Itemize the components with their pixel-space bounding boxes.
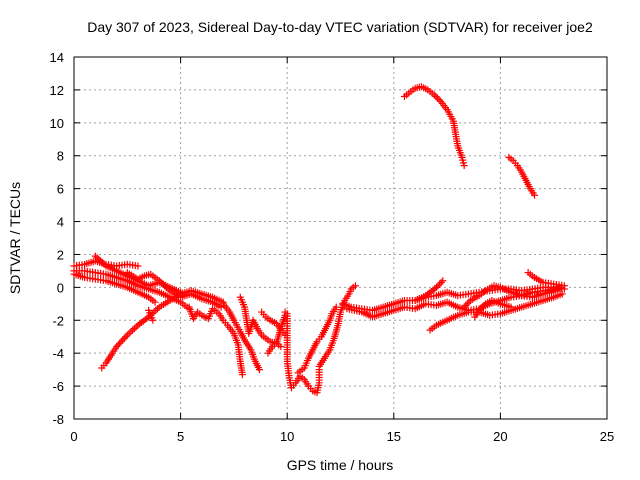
data-point bbox=[127, 328, 134, 335]
data-point bbox=[129, 327, 136, 334]
y-tick-label: -4 bbox=[52, 346, 64, 361]
y-tick-label: 12 bbox=[50, 83, 64, 98]
x-tick-label: 20 bbox=[493, 429, 507, 444]
y-axis-label: SDTVAR / TECUs bbox=[7, 182, 23, 294]
data-point bbox=[432, 93, 439, 100]
series-track-9 bbox=[220, 300, 263, 373]
data-point bbox=[436, 281, 443, 288]
sdtvar-chart: 0 5 10 15 20 25 -8 -6 -4 -2 0 2 4 6 8 10 12 14 Day 307 of… bbox=[0, 0, 640, 480]
tick-labels: 0 5 10 15 20 25 -8 -6 -4 -2 0 2 4 6 8 10 12 14 bbox=[50, 50, 615, 444]
series-track-24 bbox=[505, 154, 538, 199]
data-point bbox=[439, 277, 446, 284]
data-point bbox=[438, 279, 445, 286]
series-track-5 bbox=[124, 269, 225, 311]
y-tick-label: 14 bbox=[50, 50, 64, 65]
series-track-22 bbox=[525, 269, 568, 289]
y-tick-label: 8 bbox=[57, 149, 64, 164]
y-tick-label: -6 bbox=[52, 379, 64, 394]
x-tick-label: 5 bbox=[177, 429, 184, 444]
plot-frame bbox=[74, 57, 607, 419]
y-tick-label: -2 bbox=[52, 313, 64, 328]
x-tick-label: 10 bbox=[280, 429, 294, 444]
series-track-8 bbox=[186, 304, 246, 378]
series-track-16 bbox=[339, 284, 568, 314]
x-tick-label: 15 bbox=[387, 429, 401, 444]
x-tick-label: 25 bbox=[600, 429, 614, 444]
series-track-15 bbox=[316, 282, 359, 370]
x-tick-label: 0 bbox=[70, 429, 77, 444]
y-tick-label: 0 bbox=[57, 280, 64, 295]
y-tick-label: 4 bbox=[57, 215, 64, 230]
data-point bbox=[126, 330, 133, 337]
chart-grid bbox=[74, 57, 607, 419]
data-point bbox=[464, 300, 471, 307]
data-points bbox=[71, 83, 568, 396]
y-tick-label: 6 bbox=[57, 182, 64, 197]
x-axis-label: GPS time / hours bbox=[287, 457, 394, 473]
data-point bbox=[436, 96, 443, 103]
y-tick-label: 10 bbox=[50, 116, 64, 131]
data-point bbox=[434, 95, 441, 102]
chart-title: Day 307 of 2023, Sidereal Day-to-day VTE… bbox=[87, 19, 593, 35]
data-point bbox=[152, 307, 159, 314]
series-track-19 bbox=[427, 290, 566, 333]
y-tick-label: 2 bbox=[57, 247, 64, 262]
y-tick-label: -8 bbox=[52, 412, 64, 427]
data-point bbox=[131, 325, 138, 332]
chart-axes bbox=[74, 57, 607, 419]
